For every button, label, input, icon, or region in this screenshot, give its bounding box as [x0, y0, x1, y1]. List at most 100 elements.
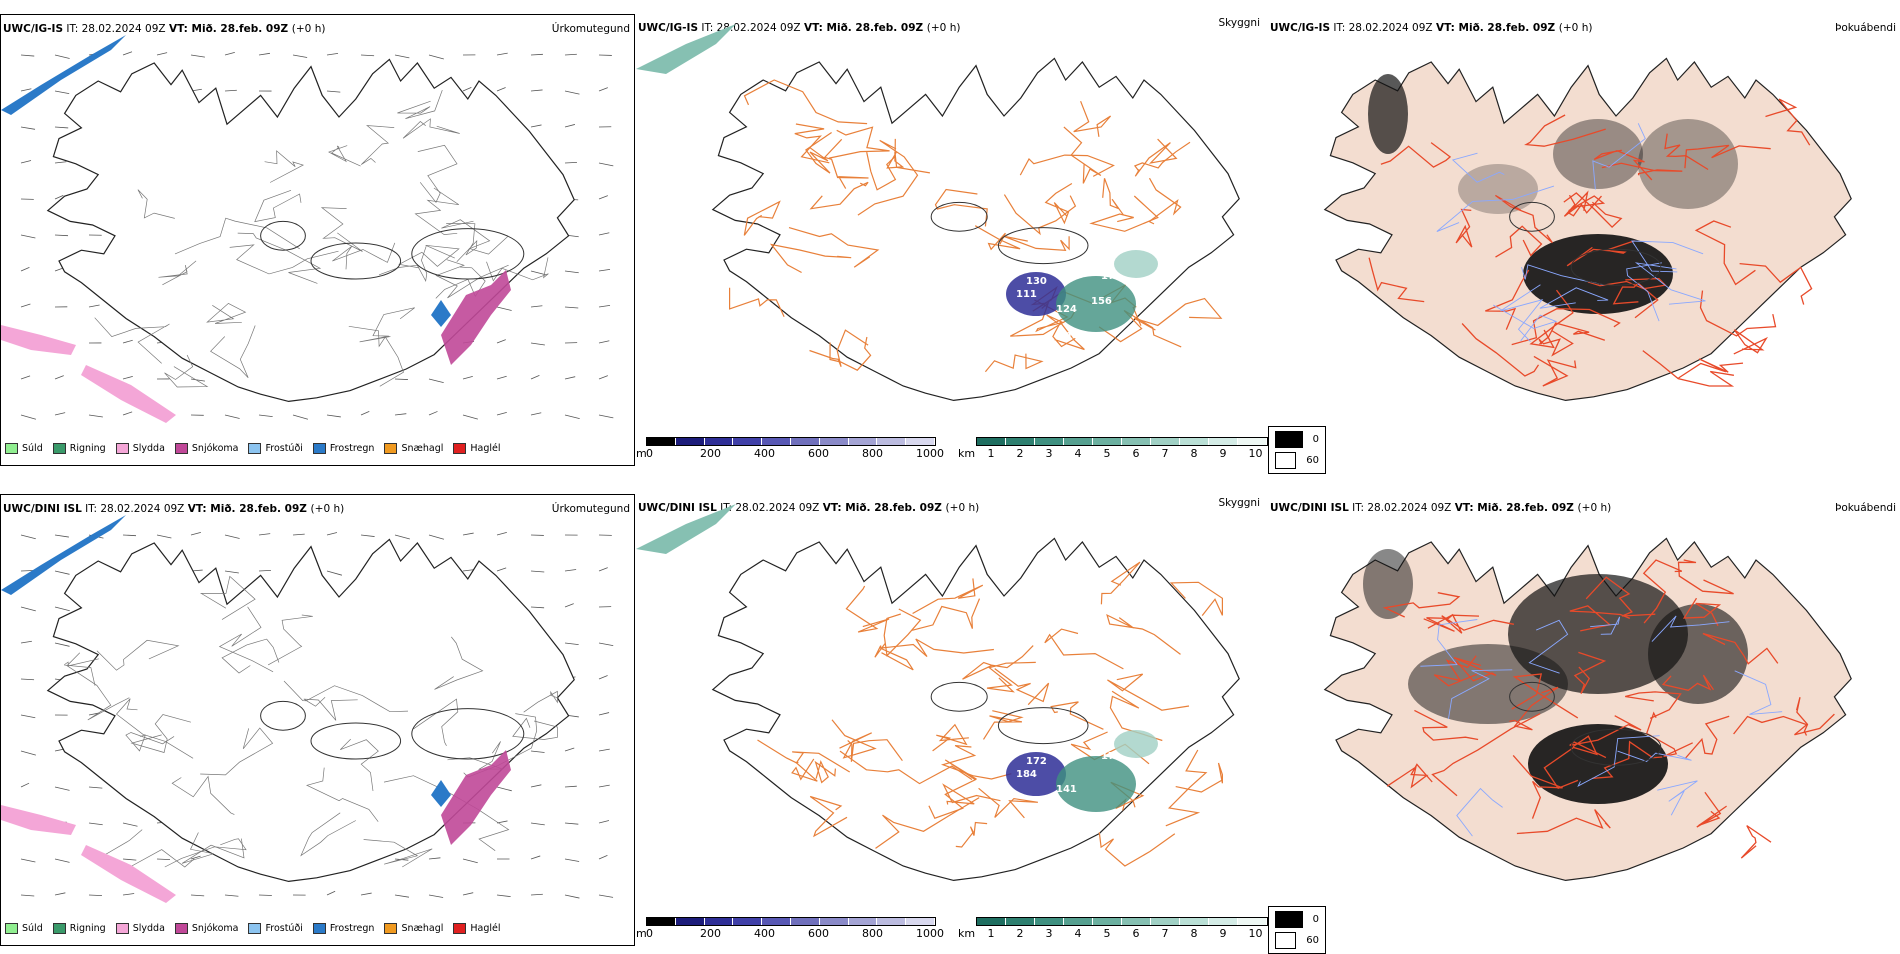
legend-label: Frostregn [330, 923, 375, 934]
scale-segment [676, 918, 705, 925]
legend-item: Snjókoma [175, 923, 239, 934]
sleet-area [1, 325, 176, 423]
scale-segment [1093, 918, 1122, 925]
legend-swatch [53, 923, 66, 934]
scale-segment [762, 438, 791, 445]
fog-legend: 0 60 [1268, 906, 1326, 954]
scale-segment [1180, 438, 1209, 445]
scale-segment [877, 438, 906, 445]
legend-swatch [116, 923, 129, 934]
scale-segment [1238, 918, 1267, 925]
fog-legend-swatch [1275, 452, 1296, 469]
scale-segment [1006, 918, 1035, 925]
legend-swatch [313, 923, 326, 934]
vis-value-label: 156 [1091, 296, 1112, 307]
legend-item: Súld [5, 923, 43, 934]
scale-tick-label: 200 [700, 927, 721, 940]
scale-segment [1035, 918, 1064, 925]
fog-legend-label: 0 [1313, 914, 1319, 925]
scale-tick-label: 9 [1220, 927, 1227, 940]
legend-swatch [175, 923, 188, 934]
legend-item: Haglél [453, 923, 500, 934]
legend-label: Frostúði [265, 443, 302, 454]
scale-segment [1151, 918, 1180, 925]
legend-label: Snjókoma [192, 923, 239, 934]
scale-tick-label: 2 [1017, 927, 1024, 940]
scale-tick-label: 0 [646, 447, 653, 460]
legend-item: Haglél [453, 443, 500, 454]
scale-tick-label: 5 [1104, 927, 1111, 940]
legend-label: Frostúði [265, 923, 302, 934]
legend-label: Frostregn [330, 443, 375, 454]
scale-segment [1209, 438, 1238, 445]
vis-value-label: 172 [1026, 756, 1047, 767]
scale-tick-label: 2 [1017, 447, 1024, 460]
vis-value-label: 141 [1056, 784, 1077, 795]
scale-tick-label: 10 [1249, 927, 1263, 940]
legend-swatch [5, 923, 18, 934]
legend-label: Slydda [133, 923, 165, 934]
legend-item: Frostúði [248, 443, 302, 454]
scale-tick-label: 3 [1046, 927, 1053, 940]
scale-tick-label: 1000 [916, 927, 944, 940]
scale-segment [977, 438, 1006, 445]
scale-segment [877, 918, 906, 925]
legend-label: Snjókoma [192, 443, 239, 454]
scale-segment [1122, 438, 1151, 445]
legend-item: Rigning [53, 443, 106, 454]
fog-legend-swatch [1275, 932, 1296, 949]
scale-segment [647, 918, 676, 925]
scale-segment [1122, 918, 1151, 925]
scale-segment [849, 918, 878, 925]
fog-index-panel: UWC/IG-IS IT: 28.02.2024 09Z VT: Mið. 28… [1268, 14, 1900, 466]
scale-segment [849, 438, 878, 445]
legend-label: Rigning [70, 443, 106, 454]
precip-map [1, 15, 634, 435]
legend-item: Snjókoma [175, 443, 239, 454]
scale-tick-label: 400 [754, 447, 775, 460]
legend-label: Súld [22, 443, 43, 454]
fog-legend-swatch [1275, 911, 1303, 928]
scale-segment [1064, 918, 1093, 925]
iceland-coastline [48, 539, 574, 881]
legend-swatch [175, 443, 188, 454]
scale-unit: km [958, 447, 975, 460]
fog-legend-label: 60 [1306, 455, 1319, 466]
vis-value-label: 124 [1056, 304, 1077, 315]
fog-legend-item: 60 [1275, 932, 1319, 949]
fog-map [1268, 494, 1900, 914]
fog-map [1268, 14, 1900, 434]
scale-tick-label: 1 [988, 927, 995, 940]
precip-type-panel: UWC/IG-IS IT: 28.02.2024 09Z VT: Mið. 28… [0, 14, 635, 466]
legend-item: Frostregn [313, 923, 375, 934]
scale-tick-label: 6 [1133, 447, 1140, 460]
legend-label: Snæhagl [401, 923, 443, 934]
scale-tick-label: 1 [988, 447, 995, 460]
scale-segment [1151, 438, 1180, 445]
scale-tick-label: 8 [1191, 447, 1198, 460]
scale-tick-label: 6 [1133, 927, 1140, 940]
scale-tick-label: 200 [700, 447, 721, 460]
legend-swatch [384, 923, 397, 934]
legend-swatch [116, 443, 129, 454]
scale-segment [1209, 918, 1238, 925]
scale-tick-label: 7 [1162, 927, 1169, 940]
scale-tick-label: 400 [754, 927, 775, 940]
legend-item: Rigning [53, 923, 106, 934]
scale-segment [1035, 438, 1064, 445]
scale-segment [977, 918, 1006, 925]
legend-item: Frostúði [248, 923, 302, 934]
legend-label: Haglél [470, 443, 500, 454]
scale-tick-label: 800 [862, 447, 883, 460]
iceland-coastline [713, 58, 1239, 400]
vis-value-label: 148 [1066, 811, 1087, 822]
legend-item: Súld [5, 443, 43, 454]
scale-tick-label: 4 [1075, 927, 1082, 940]
scale-segment [762, 918, 791, 925]
scale-segment [1180, 918, 1209, 925]
scale-segment [733, 918, 762, 925]
legend-swatch [53, 443, 66, 454]
vis-value-label: 17 [1101, 751, 1115, 762]
